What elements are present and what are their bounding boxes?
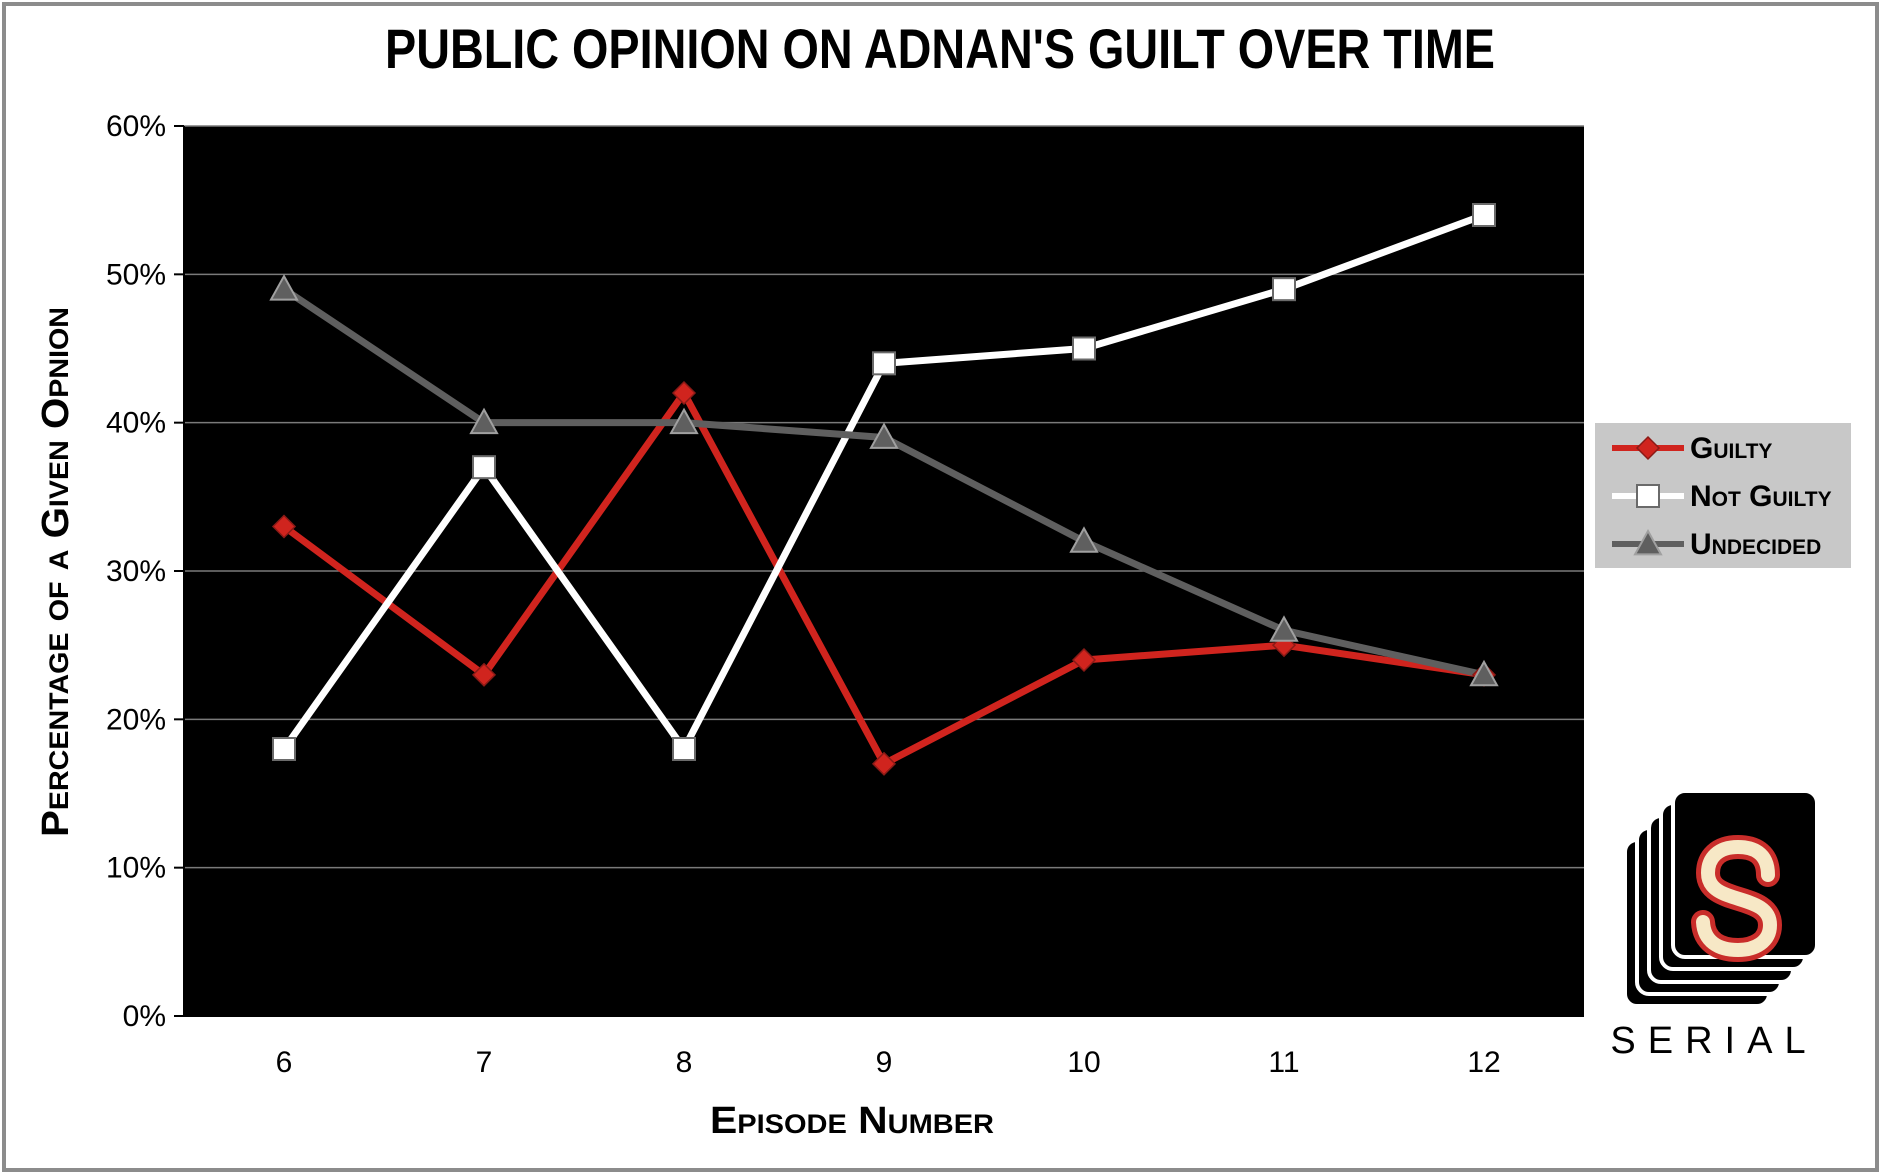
undecided-point	[269, 274, 299, 301]
serial-logo-icon: SERIAL	[1610, 789, 1819, 1062]
guilty-point	[1071, 647, 1097, 673]
x-axis-label: Episode Number	[710, 1100, 994, 1142]
y-tick-label: 50%	[106, 258, 166, 291]
undecided-point	[669, 407, 699, 435]
y-tick-label: 30%	[106, 555, 166, 588]
guilty-point	[271, 514, 297, 539]
chart-title: PUBLIC OPINION ON ADNAN'S GUILT OVER TIM…	[385, 17, 1495, 80]
undecided-point	[1633, 528, 1663, 556]
x-tick-label: 11	[1268, 1046, 1299, 1079]
x-tick-label: 12	[1467, 1046, 1500, 1079]
guilty-point	[871, 751, 897, 776]
not-guilty-point	[272, 737, 296, 761]
legend-label: Undecided	[1690, 528, 1821, 561]
legend-item-not-guilty: Not Guilty	[1612, 480, 1832, 513]
y-axis-label: Percentage of a Given Opnion	[35, 307, 77, 837]
undecided-point	[1069, 526, 1099, 553]
undecided-point	[1469, 659, 1499, 687]
not-guilty-point	[1272, 277, 1296, 302]
y-tick-label: 40%	[106, 407, 166, 440]
series-markers	[269, 203, 1499, 776]
guilty-point	[671, 380, 697, 406]
guilty-point	[1635, 435, 1661, 461]
legend-item-guilty: Guilty	[1612, 432, 1772, 465]
legend-label: Not Guilty	[1690, 480, 1832, 513]
y-tick-label: 20%	[106, 703, 166, 736]
not-guilty-point	[472, 455, 496, 480]
x-tick-label: 9	[876, 1046, 893, 1079]
y-tick-label: 60%	[106, 110, 166, 143]
guilty-point	[471, 662, 497, 687]
not-guilty-point	[1636, 484, 1660, 508]
serial-s-letter-fill	[1696, 839, 1778, 958]
serial-wordmark: SERIAL	[1610, 1020, 1817, 1062]
y-tick-label: 10%	[106, 852, 166, 885]
legend: Guilty Not Guilty Undecided	[1595, 423, 1851, 568]
axes	[174, 125, 1584, 1017]
x-axis-ticks: 6 7 8 9 10 11 12	[276, 1046, 1501, 1079]
undecided-point	[869, 422, 899, 449]
not-guilty-point	[1072, 336, 1096, 361]
not-guilty-point	[872, 351, 896, 376]
undecided-point	[1269, 615, 1299, 642]
x-tick-label: 7	[476, 1046, 493, 1079]
undecided-point	[469, 407, 499, 435]
legend-item-undecided: Undecided	[1612, 528, 1821, 561]
y-axis-ticks: 0% 10% 20% 30% 40% 50% 60%	[106, 110, 166, 1033]
legend-label: Guilty	[1690, 432, 1772, 465]
gridlines	[184, 125, 1584, 869]
x-tick-label: 8	[676, 1046, 693, 1079]
not-guilty-point	[672, 737, 696, 761]
not-guilty-point	[1472, 203, 1496, 227]
y-tick-label: 0%	[123, 1000, 166, 1033]
x-tick-label: 6	[276, 1046, 293, 1079]
x-tick-label: 10	[1067, 1046, 1100, 1079]
